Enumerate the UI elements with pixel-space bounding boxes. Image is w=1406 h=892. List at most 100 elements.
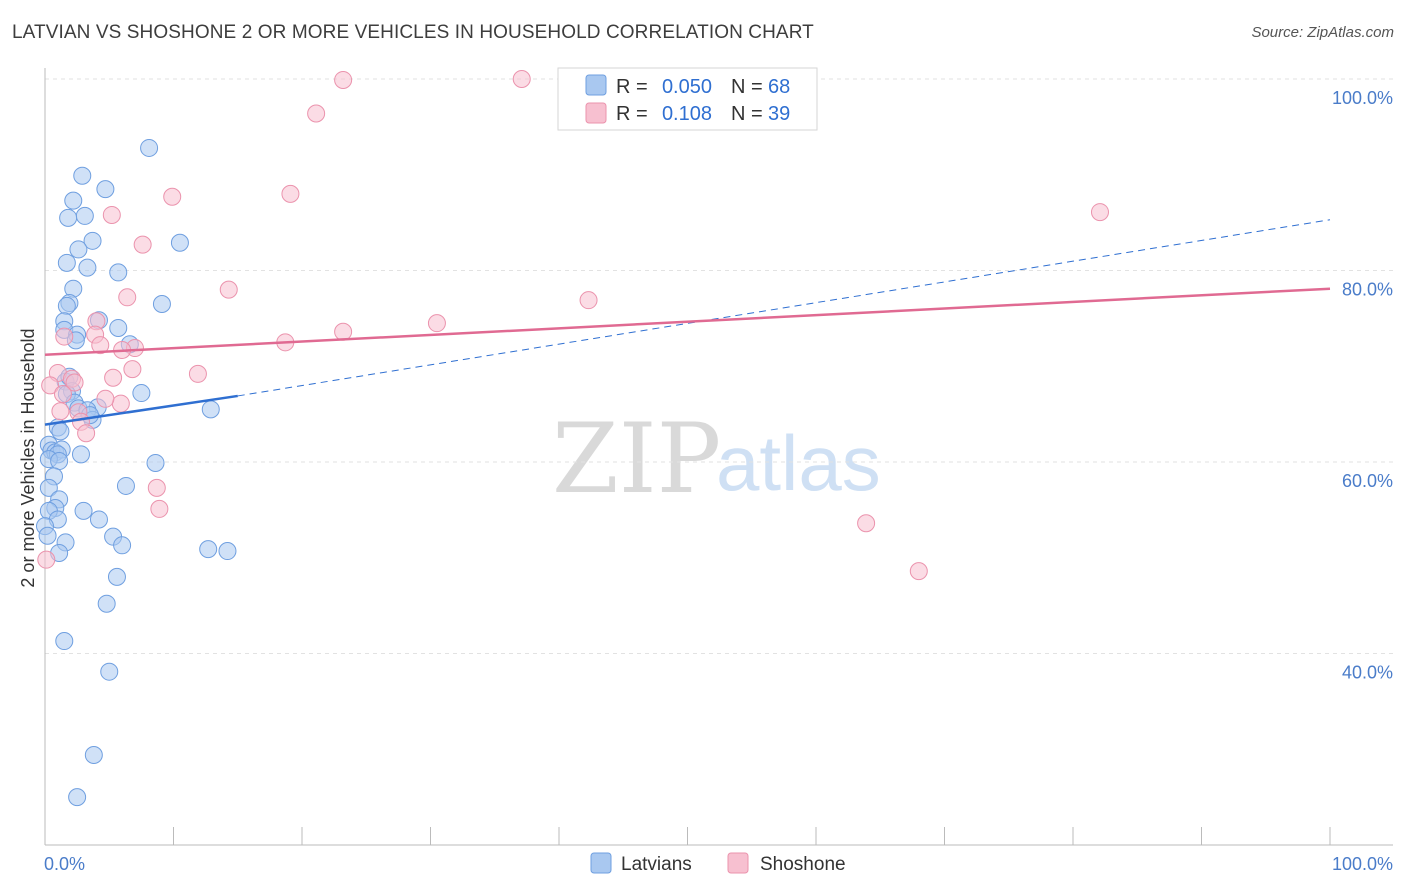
latvians-n-value: 68 <box>768 76 790 98</box>
shoshone-point <box>104 368 123 387</box>
latvians-n-label: N = <box>731 76 763 98</box>
shoshone-point <box>51 402 70 421</box>
latvians-point <box>89 510 108 529</box>
legend-shoshone-label: Shoshone <box>760 854 846 875</box>
latvians-point <box>113 536 132 555</box>
latvians-point <box>132 384 151 403</box>
shoshone-point <box>188 364 207 383</box>
shoshone-point <box>512 70 531 88</box>
shoshone-points <box>37 70 1109 581</box>
latvians-point <box>78 258 97 277</box>
latvians-point <box>39 478 58 497</box>
latvians-r-label: R = <box>616 76 648 98</box>
y-tick-labels: 40.0% 60.0% 80.0% 100.0% <box>1332 88 1393 683</box>
stats-legend: R = 0.050 N = 68 R = 0.108 N = 39 <box>557 67 818 131</box>
shoshone-point <box>91 336 110 355</box>
latvians-point <box>73 166 92 185</box>
shoshone-point <box>334 70 353 89</box>
legend-latvians-swatch <box>590 852 612 874</box>
shoshone-point <box>65 373 84 392</box>
legend-shoshone-swatch <box>727 852 749 874</box>
chart-title: LATVIAN VS SHOSHONE 2 OR MORE VEHICLES I… <box>12 22 814 43</box>
y-tick-label: 40.0% <box>1342 663 1393 683</box>
shoshone-point <box>123 360 142 379</box>
watermark-atlas: atlas <box>716 419 881 507</box>
latvians-point <box>116 476 135 495</box>
shoshone-point <box>427 314 446 333</box>
y-axis-title: 2 or more Vehicles in Household <box>18 328 38 587</box>
latvians-point <box>55 632 74 651</box>
grid-lines <box>45 78 1393 654</box>
y-tick-label: 60.0% <box>1342 471 1393 491</box>
latvians-point <box>50 452 69 471</box>
latvians-point <box>97 594 116 613</box>
trend-lines <box>44 219 1331 426</box>
latvians-point <box>59 208 78 227</box>
latvians-point <box>57 253 76 272</box>
latvians-point <box>74 501 93 520</box>
latvians-point <box>71 445 90 464</box>
latvians-point <box>96 180 115 199</box>
shoshone-point <box>41 376 60 395</box>
latvians-point <box>57 296 76 315</box>
shoshone-point <box>147 478 166 497</box>
shoshone-point <box>111 394 130 413</box>
latvians-point <box>109 318 128 337</box>
legend-latvians-label: Latvians <box>621 854 692 875</box>
shoshone-trend-line <box>44 287 1331 357</box>
shoshone-point <box>334 322 353 341</box>
shoshone-point <box>1090 203 1109 222</box>
latvians-point <box>83 231 102 250</box>
latvians-point <box>140 138 159 157</box>
latvians-point <box>38 526 57 545</box>
shoshone-point <box>579 291 598 310</box>
latvians-r-value: 0.050 <box>662 76 712 98</box>
shoshone-point <box>909 562 928 581</box>
latvians-point <box>51 422 70 441</box>
shoshone-r-value: 0.108 <box>662 103 712 125</box>
source-label: Source: ZipAtlas.com <box>1251 24 1394 41</box>
watermark-zip: ZIP <box>552 403 721 515</box>
x-tick-label-min: 0.0% <box>44 854 85 874</box>
shoshone-point <box>133 235 152 254</box>
latvians-point <box>146 453 165 472</box>
shoshone-n-label: N = <box>731 103 763 125</box>
latvians-trend-line <box>44 394 238 426</box>
shoshone-point <box>53 385 72 404</box>
shoshone-point <box>37 550 56 569</box>
latvians-point <box>109 263 128 282</box>
latvians-point <box>75 206 94 225</box>
shoshone-point <box>118 288 137 307</box>
x-ticks <box>44 827 1331 845</box>
latvians-trend-dashed <box>237 219 1331 397</box>
latvians-swatch <box>585 74 607 96</box>
y-tick-label: 80.0% <box>1342 280 1393 300</box>
y-tick-label: 100.0% <box>1332 88 1393 108</box>
shoshone-point <box>281 184 300 203</box>
shoshone-point <box>307 104 326 123</box>
latvians-point <box>84 745 103 764</box>
shoshone-r-label: R = <box>616 103 648 125</box>
shoshone-point <box>96 389 115 408</box>
latvians-point <box>64 191 83 210</box>
x-tick-label-max: 100.0% <box>1332 854 1393 874</box>
shoshone-point <box>150 499 169 518</box>
latvians-point <box>100 662 119 681</box>
shoshone-point <box>55 327 74 346</box>
shoshone-point <box>102 205 121 224</box>
latvians-point <box>201 400 220 419</box>
shoshone-point <box>77 424 96 443</box>
shoshone-swatch <box>585 102 607 124</box>
latvians-point <box>170 233 189 252</box>
shoshone-point <box>219 280 238 299</box>
latvians-point <box>199 540 218 559</box>
latvians-point <box>218 542 237 561</box>
latvians-point <box>152 295 171 314</box>
shoshone-point <box>857 514 876 533</box>
latvians-point <box>69 240 88 259</box>
series-legend: Latvians Shoshone <box>590 852 846 875</box>
latvians-point <box>68 788 87 807</box>
latvians-point <box>107 567 126 586</box>
shoshone-n-value: 39 <box>768 103 790 125</box>
